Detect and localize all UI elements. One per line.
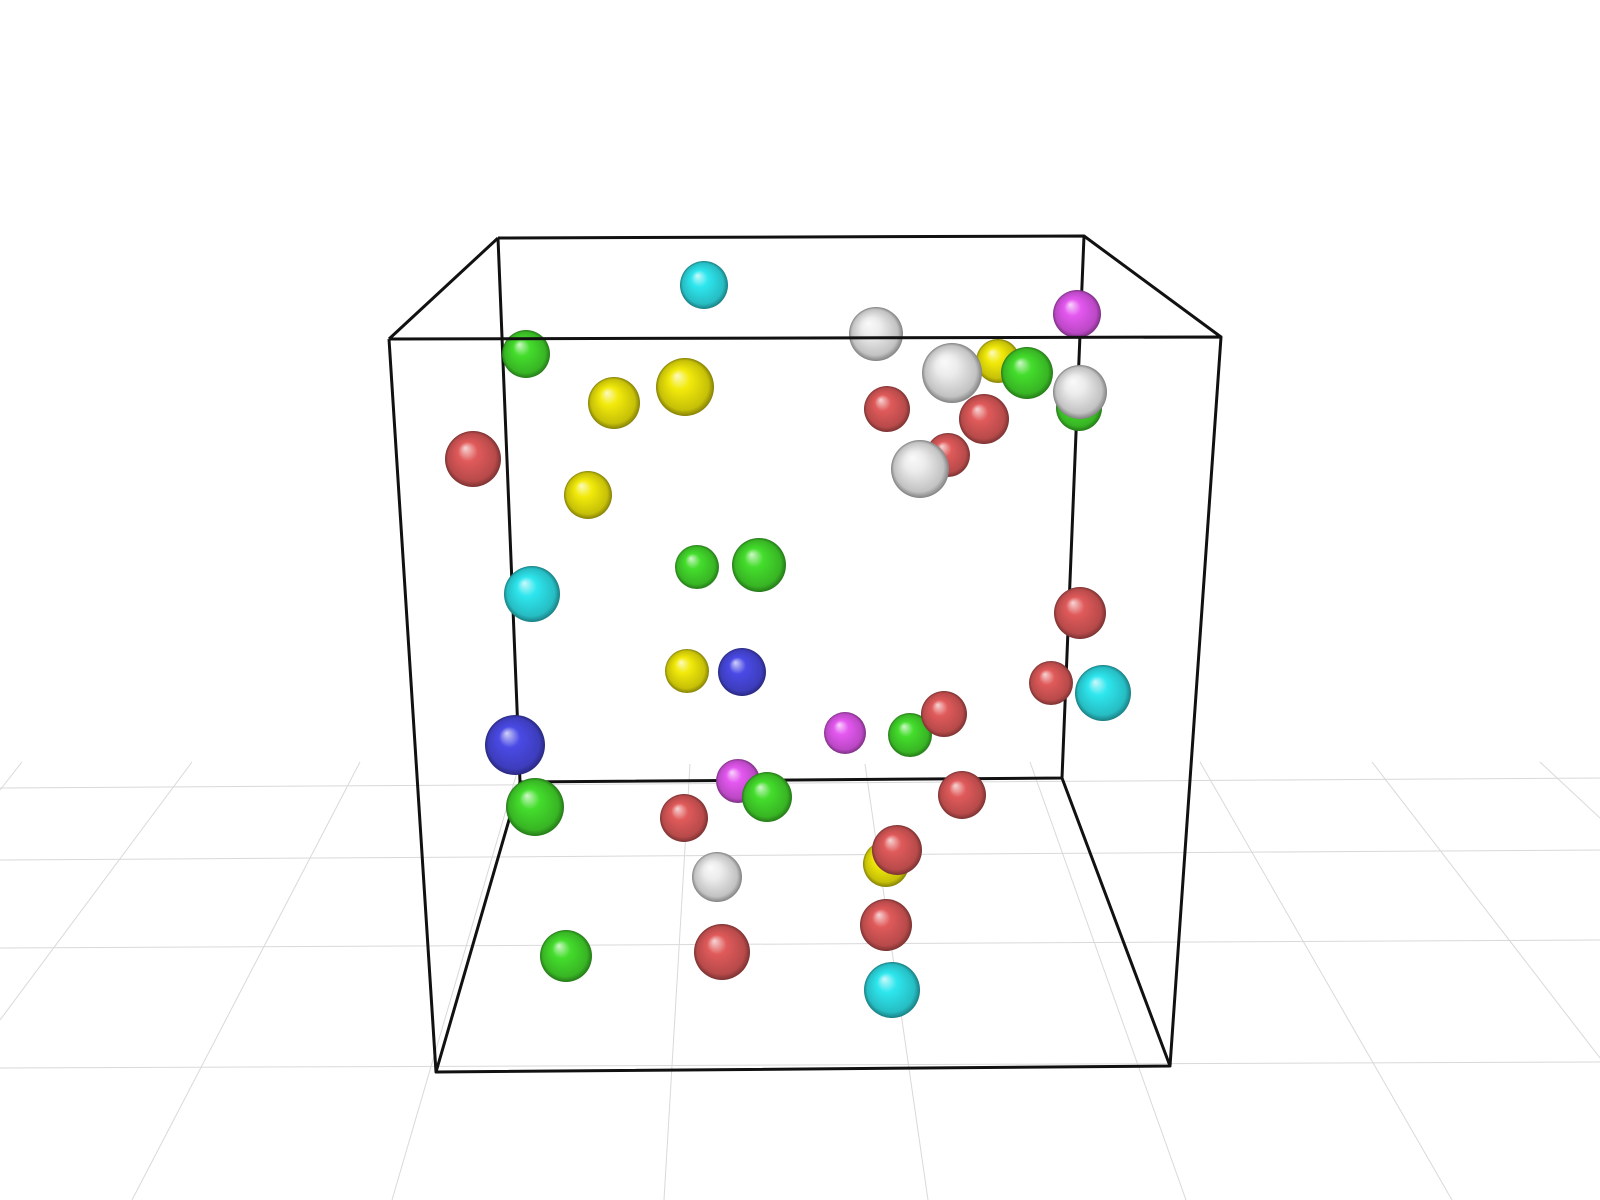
red-sphere[interactable] — [1054, 587, 1106, 639]
white-sphere[interactable] — [849, 307, 903, 361]
bounding-box-front — [387, 234, 1223, 1074]
green-sphere[interactable] — [502, 330, 550, 378]
floor-grid-line — [0, 761, 23, 791]
green-sphere[interactable] — [540, 930, 592, 982]
floor-grid-line — [0, 777, 1600, 789]
blue-sphere[interactable] — [718, 648, 766, 696]
red-sphere[interactable] — [694, 924, 750, 980]
green-sphere[interactable] — [675, 545, 719, 589]
cyan-sphere[interactable] — [864, 962, 920, 1018]
sphere-layer-front — [872, 343, 1131, 875]
yellow-sphere[interactable] — [588, 377, 640, 429]
white-sphere[interactable] — [692, 852, 742, 902]
white-sphere[interactable] — [922, 343, 982, 403]
floor-grid — [0, 761, 1600, 1200]
magenta-sphere[interactable] — [824, 712, 866, 754]
box-edge — [1060, 777, 1172, 1067]
red-sphere[interactable] — [938, 771, 986, 819]
white-sphere[interactable] — [1053, 365, 1107, 419]
green-sphere[interactable] — [742, 772, 792, 822]
green-sphere[interactable] — [732, 538, 786, 592]
green-sphere[interactable] — [1001, 347, 1053, 399]
red-sphere[interactable] — [864, 386, 910, 432]
blue-sphere[interactable] — [485, 715, 545, 775]
box-edge — [387, 236, 500, 341]
floor-grid-line — [391, 761, 521, 1200]
floor-grid-line — [131, 761, 361, 1200]
floor-grid-line — [0, 939, 1600, 949]
red-sphere[interactable] — [959, 394, 1009, 444]
floor-grid-line — [0, 761, 193, 1021]
green-sphere[interactable] — [506, 778, 564, 836]
box-edge — [1083, 234, 1222, 339]
cyan-sphere[interactable] — [504, 566, 560, 622]
floor-grid-line — [1029, 761, 1187, 1200]
red-sphere[interactable] — [660, 794, 708, 842]
floor-grid-line — [1199, 761, 1453, 1200]
white-sphere[interactable] — [891, 440, 949, 498]
red-sphere[interactable] — [1029, 661, 1073, 705]
red-sphere[interactable] — [921, 691, 967, 737]
box-front-face — [387, 335, 1223, 1074]
floor-grid-line — [1539, 761, 1600, 819]
floor-grid-line — [1371, 761, 1600, 1059]
box-edge — [434, 781, 522, 1073]
green-sphere[interactable] — [888, 713, 932, 757]
red-sphere[interactable] — [872, 825, 922, 875]
cyan-sphere[interactable] — [1075, 665, 1131, 721]
floor-grid-line — [0, 1061, 1600, 1069]
magenta-sphere[interactable] — [1053, 290, 1101, 338]
yellow-sphere[interactable] — [656, 358, 714, 416]
cyan-sphere[interactable] — [680, 261, 728, 309]
yellow-sphere[interactable] — [564, 471, 612, 519]
yellow-sphere[interactable] — [665, 649, 709, 693]
floor-grid-line — [0, 849, 1600, 861]
sphere-layer-back — [445, 261, 1106, 1018]
red-sphere[interactable] — [445, 431, 501, 487]
red-sphere[interactable] — [860, 899, 912, 951]
